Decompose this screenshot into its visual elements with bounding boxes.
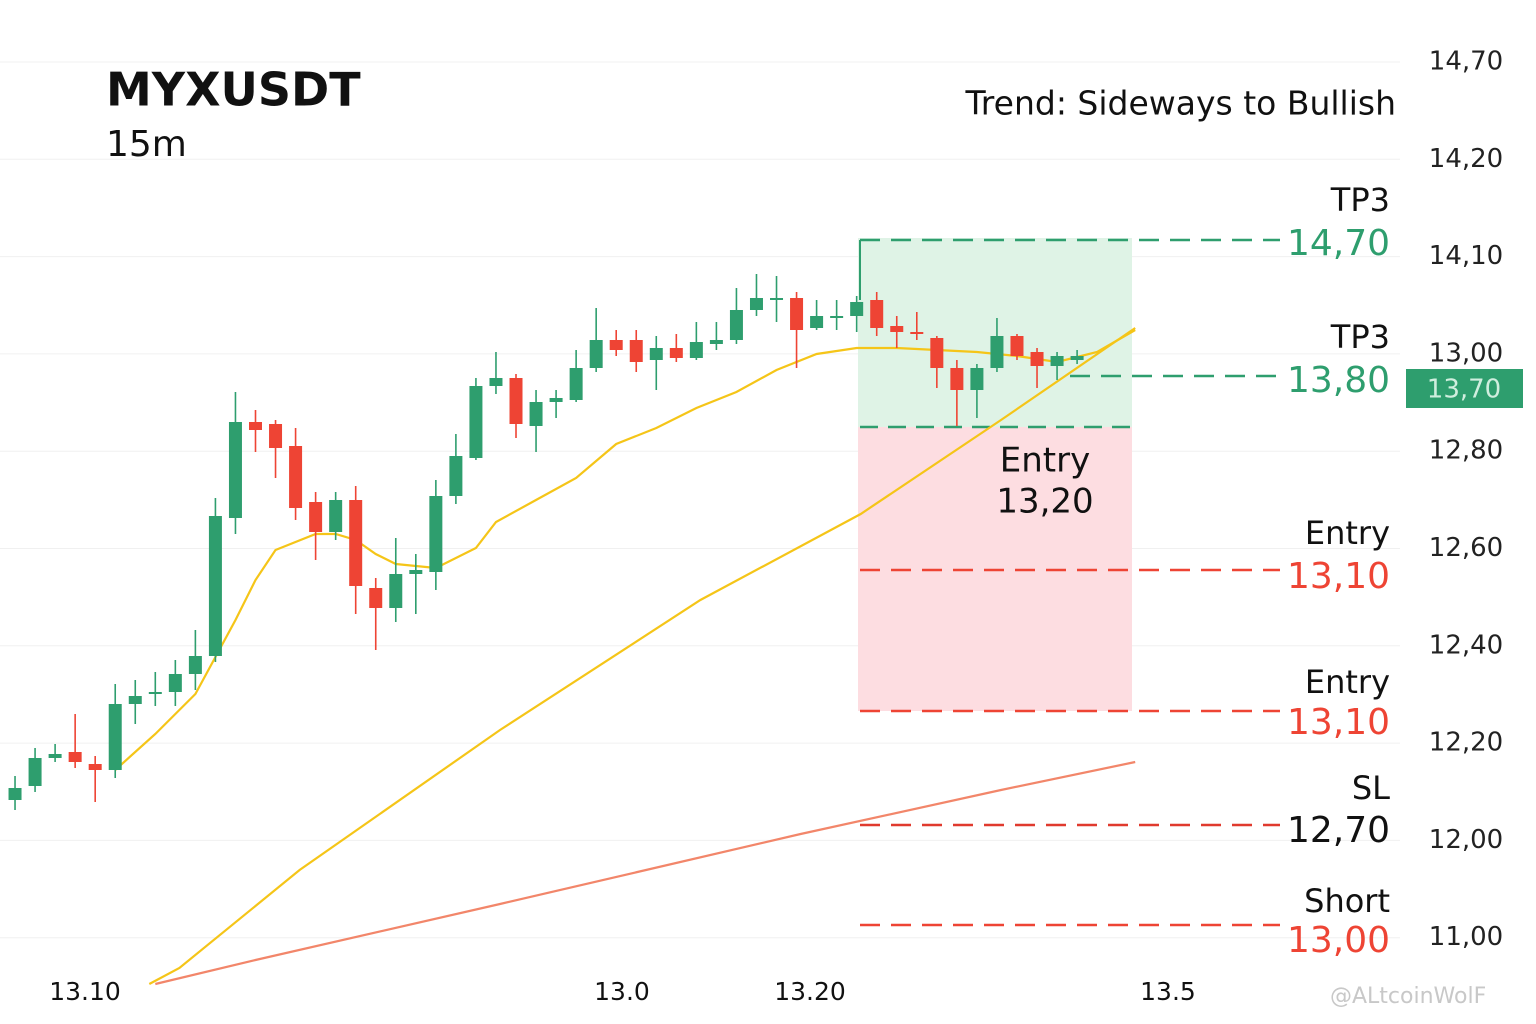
level-name: Short <box>1304 882 1390 920</box>
candle-body <box>128 696 142 704</box>
candle-body <box>569 368 583 400</box>
candle-body <box>669 348 683 358</box>
candle-body <box>609 340 623 350</box>
time-label: 13.5 <box>1140 977 1196 1006</box>
candle-body <box>850 302 864 316</box>
entry-note: Entry <box>1000 441 1090 481</box>
price-label: 12,60 <box>1429 533 1503 563</box>
chart-title: MYXUSDT <box>106 63 361 117</box>
price-label: 14,10 <box>1429 241 1503 271</box>
trend-annotation: Trend: Sideways to Bullish <box>965 84 1397 123</box>
profit-zone <box>858 238 1132 427</box>
candle-body <box>68 752 82 762</box>
candle-body <box>409 570 423 574</box>
candle-body <box>1030 352 1044 366</box>
level-name: Entry <box>1305 514 1390 552</box>
candle-body <box>349 500 363 586</box>
price-label: 14,70 <box>1429 47 1503 77</box>
price-tag <box>1406 369 1523 408</box>
price-label: 12,80 <box>1429 436 1503 466</box>
level-name: SL <box>1352 769 1390 807</box>
candle-body <box>970 368 984 390</box>
price-label: 12,40 <box>1429 630 1503 660</box>
candle-body <box>810 316 824 328</box>
level-value: 13,10 <box>1287 702 1390 743</box>
level-value: 13,10 <box>1287 556 1390 597</box>
candle-body <box>990 336 1004 368</box>
candle-body <box>1070 356 1084 360</box>
candle-body <box>469 386 483 458</box>
candle-body <box>88 764 102 770</box>
price-label: 13,00 <box>1429 338 1503 368</box>
ma-line <box>155 760 1136 986</box>
price-label: 12,20 <box>1429 728 1503 758</box>
candle-body <box>1050 356 1064 366</box>
candle-body <box>509 378 523 424</box>
candle-body <box>108 704 122 770</box>
candle-body <box>830 316 844 318</box>
candle-body <box>489 378 503 386</box>
level-value: 14,70 <box>1287 223 1390 264</box>
level-value: 12,70 <box>1287 810 1390 851</box>
candle-body <box>890 326 904 332</box>
level-name: Entry <box>1305 663 1390 701</box>
ma-line <box>114 329 1136 771</box>
price-label: 12,00 <box>1429 825 1503 855</box>
level-value: 13,00 <box>1287 920 1390 961</box>
candle-body <box>729 310 743 340</box>
candle-body <box>429 496 443 572</box>
candle-body <box>589 340 603 368</box>
watermark: @ALtcoinWolF <box>1330 984 1486 1009</box>
candle-body <box>389 574 403 608</box>
level-value: 13,80 <box>1287 360 1390 401</box>
candle-body <box>709 340 723 344</box>
ma-line <box>148 327 1136 985</box>
candle-body <box>248 422 262 430</box>
candle-body <box>329 500 343 532</box>
candle-body <box>289 446 303 508</box>
chart-subtitle: 15m <box>106 124 187 165</box>
candle-body <box>770 298 784 300</box>
candle-body <box>930 338 944 368</box>
candle-body <box>228 422 242 518</box>
candle-body <box>369 588 383 608</box>
candle-body <box>549 398 563 402</box>
candle-body <box>649 348 663 360</box>
candle-body <box>48 754 62 758</box>
candle-body <box>790 298 804 330</box>
price-tag-label: 13,70 <box>1427 375 1501 405</box>
candle-body <box>950 368 964 390</box>
candle-body <box>168 674 182 692</box>
candle-body <box>269 424 283 448</box>
time-label: 13.10 <box>49 977 121 1006</box>
candle-body <box>28 758 42 786</box>
entry-note: 13,20 <box>996 482 1093 522</box>
candle-body <box>1010 336 1024 356</box>
candle-body <box>148 692 162 694</box>
candle-body <box>910 332 924 334</box>
price-label: 14,20 <box>1429 144 1503 174</box>
candle-body <box>749 298 763 310</box>
candle-body <box>529 402 543 426</box>
time-label: 13.20 <box>774 977 846 1006</box>
candle-body <box>188 656 202 674</box>
level-name: TP3 <box>1330 181 1390 219</box>
time-label: 13.0 <box>594 977 650 1006</box>
candle-body <box>208 516 222 656</box>
candle-body <box>449 456 463 496</box>
candle-body <box>309 502 323 532</box>
level-name: TP3 <box>1330 318 1390 356</box>
candle-body <box>870 300 884 328</box>
price-label: 11,00 <box>1429 922 1503 952</box>
candle-body <box>8 788 22 800</box>
candle-body <box>629 340 643 362</box>
candle-body <box>689 342 703 358</box>
